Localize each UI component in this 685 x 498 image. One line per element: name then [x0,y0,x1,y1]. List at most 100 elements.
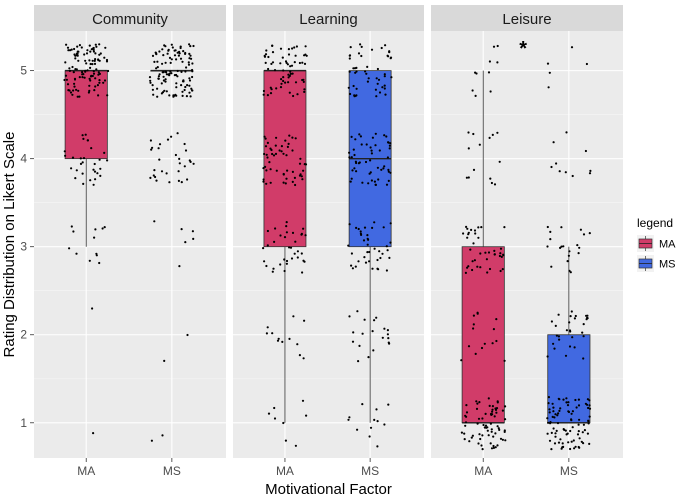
data-point [481,434,484,437]
significance-marker: * [519,38,527,60]
data-point [359,230,362,233]
data-point [178,265,181,268]
data-point [577,404,581,407]
data-point [94,52,97,55]
data-point [353,94,356,97]
data-point [75,252,78,255]
data-point [484,424,488,427]
data-point [151,88,154,91]
data-point [569,330,572,333]
facet-strip [233,5,424,31]
data-point [479,252,482,255]
data-point [73,47,76,51]
data-point [487,71,491,74]
data-point [495,411,498,414]
data-point [178,52,181,55]
data-point [289,72,292,75]
data-point [284,139,287,142]
data-point [187,63,191,66]
data-point [501,438,504,441]
data-point [386,54,389,57]
data-point [492,444,495,448]
data-point [472,327,475,330]
data-point [582,233,586,236]
data-point [571,336,574,339]
data-point [68,67,71,70]
data-point [487,434,490,437]
data-point [383,73,386,76]
data-point [366,65,369,68]
data-point [361,403,364,406]
data-point [96,84,99,87]
data-point [463,438,466,441]
data-point [390,76,393,79]
data-point [301,178,304,181]
data-point [348,54,352,57]
data-point [498,254,501,258]
data-point [504,439,507,442]
data-point [192,44,195,48]
data-point [574,314,577,318]
data-point [303,319,306,322]
data-point [299,157,302,160]
data-point [578,246,581,249]
data-point [164,80,167,83]
data-point [550,320,554,323]
data-point [550,431,553,434]
data-point [588,407,592,410]
data-point [70,48,73,51]
data-point [573,317,577,320]
data-point [485,258,488,261]
data-point [460,359,463,362]
data-point [296,250,299,253]
data-point [262,247,265,250]
data-point [568,250,571,253]
data-point [98,79,101,82]
data-point [495,339,498,343]
data-point [585,62,589,66]
data-point [557,441,561,444]
data-point [384,44,387,47]
data-point [298,162,302,165]
data-point [158,73,161,76]
data-point [188,77,191,80]
data-point [293,46,296,49]
data-point [168,74,171,77]
data-point [491,410,494,413]
data-point [291,180,294,183]
data-point [77,59,80,62]
data-point [579,228,583,231]
data-point [490,181,493,185]
data-point [285,262,288,265]
data-point [189,95,192,98]
data-point [559,438,562,441]
data-point [84,69,87,72]
data-point [275,169,278,172]
data-point [552,406,555,409]
data-point [301,78,304,82]
data-point [464,271,467,274]
data-point [163,89,166,92]
data-point [286,63,289,66]
data-point [572,439,575,442]
data-point [368,435,371,438]
data-point [89,79,92,82]
data-point [566,260,569,263]
data-point [165,90,168,93]
data-point [474,232,477,235]
data-point [166,138,170,141]
data-point [553,347,556,350]
data-point [383,423,386,426]
data-point [285,177,288,180]
data-point [285,259,289,263]
data-point [265,182,268,185]
data-point [151,84,154,87]
data-point [499,252,502,255]
data-point [588,415,591,418]
data-point [566,404,570,407]
data-point [179,57,183,60]
data-point [99,167,102,170]
data-point [386,156,389,159]
data-point [388,144,391,147]
data-point [388,342,391,345]
